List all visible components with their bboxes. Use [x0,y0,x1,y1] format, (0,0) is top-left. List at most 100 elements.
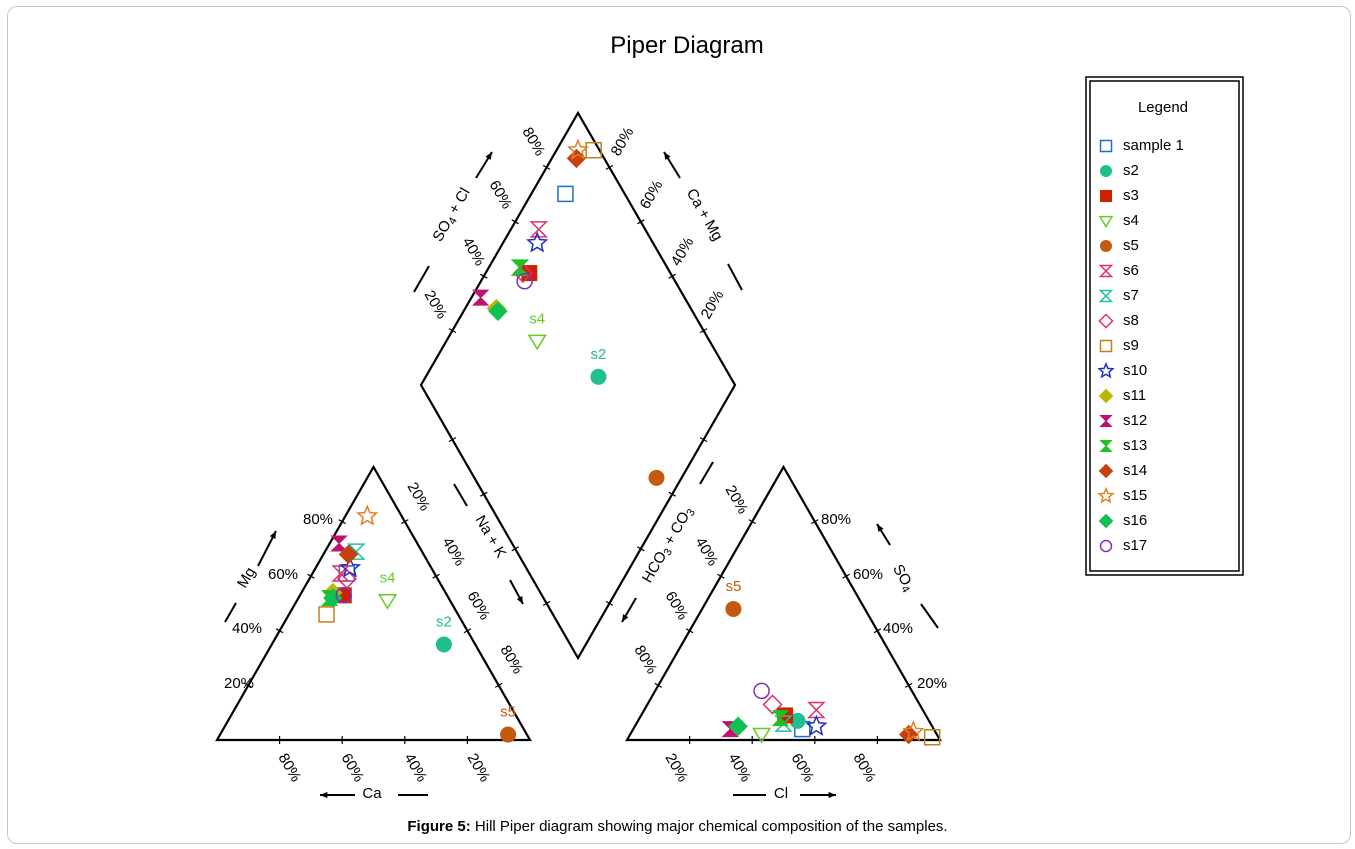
legend-marker-s7 [1098,289,1114,303]
point-s4-cation [377,594,398,610]
axis-tick [699,328,708,334]
legend-label-s7: s7 [1123,287,1139,304]
legend-title: Legend [1138,99,1188,116]
anion-so4-tick-label: 80% [821,511,851,528]
point-s12-cation [330,535,348,552]
point-s10-anion [805,714,828,736]
legend-marker-s6 [1098,264,1114,278]
legend-label-s8: s8 [1123,312,1139,329]
cation-mg-tick-label: 60% [268,566,298,583]
axis-tick [748,519,756,525]
cation-ca-tick-label: 80% [275,750,305,785]
axis-tick [873,628,882,634]
axis-tick [480,491,488,497]
point-s4-diamond [527,334,547,351]
legend-label-s4: s4 [1123,212,1139,229]
anion-cl-tick-label: 40% [725,750,755,785]
axis-arrow-hco3-head [622,614,629,622]
cation-triangle [215,464,532,742]
point-s10-cation [338,556,362,578]
legend-label-s3: s3 [1123,187,1139,204]
caption-text: Hill Piper diagram showing major chemica… [470,818,948,835]
legend-marker-s3 [1100,190,1112,202]
legend-label-s2: s2 [1123,162,1139,179]
axis-tick [637,219,645,225]
axis-tick [699,437,708,443]
diamond-camg-tick-label: 80% [608,124,638,159]
axis-arrow-camg [727,263,743,291]
axis-tick [811,519,819,525]
axis-arrow-nak-head [516,596,523,604]
point-s13-anion [771,710,790,727]
point-s2-diamond [590,368,607,385]
axis-tick [605,164,614,170]
diamond-camg-tick-label: 20% [698,287,728,322]
diamond-so4cl-tick-label: 60% [486,177,516,212]
point-s16-diamond [488,301,508,321]
point-s14-cation [338,544,359,565]
point-label-s2-diamond: s2 [590,346,606,363]
cation-mg-tick-label: 40% [232,620,262,637]
anion-so4-tick-label: 20% [917,675,947,692]
diamond-camg-tick-label: 40% [668,234,698,269]
axis-arrow-cl-head [828,791,836,799]
axis-tick [480,273,488,279]
axis-tick [637,546,645,552]
anion-left-tick-label: 40% [692,534,722,569]
chart-title: Piper Diagram [610,32,763,59]
point-s9-anion [923,729,941,746]
axis-arrow-ca-head [320,791,328,799]
point-label-s5-cation: s5 [500,704,516,721]
piper-points: s2 s2 s4 s4 s5 s5 [318,138,941,746]
diamond-so4cl-tick-label: 20% [421,287,451,322]
anion-left-tick-label: 20% [722,482,752,517]
legend-marker-s2 [1100,165,1112,177]
axis-tick [654,682,663,688]
axis-tick [668,491,676,497]
point-s5-anion [725,600,742,617]
axis-arrow-so4-head [877,524,884,532]
axis-label-so4: SO4 [887,561,917,595]
legend-frame-outer [1085,76,1244,576]
axis-tick [401,519,409,525]
legend-marker-s9 [1099,339,1113,353]
cation-ca-tick-label: 20% [464,750,494,785]
central-diamond [419,110,737,661]
point-s5-cation [500,726,517,743]
point-label-s4-diamond: s4 [529,310,545,327]
legend-frame-inner [1089,80,1240,572]
legend-label-s13: s13 [1123,437,1147,454]
piper-axes [215,110,942,744]
piper-axis-labels: 20%40%60%80%20%40%60%80%20%40%60%80% 20% 4… [224,124,947,801]
point-s17-cation [335,587,353,604]
axis-tick [904,682,913,688]
legend-marker-s4 [1098,215,1114,228]
legend-label-s15: s15 [1123,487,1147,504]
figure-caption: Figure 5: Hill Piper diagram showing maj… [0,818,1355,835]
axis-arrow-mg [224,602,237,623]
diamond-so4cl-tick-label: 40% [459,234,489,269]
legend-marker-s12 [1099,415,1113,427]
point-s15-diamond [566,138,590,160]
axis-tick [842,573,850,579]
cation-right-tick-label: 20% [404,479,434,514]
axis-arrow-so4cl-head [485,152,492,160]
axis-tick [307,573,315,579]
anion-left-tick-label: 60% [662,588,692,623]
legend-marker-s14 [1098,463,1114,479]
legend-marker-s5 [1100,240,1112,252]
legend-label-s9: s9 [1123,337,1139,354]
anion-so4-tick-label: 60% [853,566,883,583]
point-s4-anion [752,727,772,744]
point-s2-cation [435,636,452,653]
axis-tick [463,628,472,634]
cation-right-tick-label: 60% [464,588,494,623]
cation-ca-tick-label: 60% [338,750,368,785]
axis-label-hco3co3: HCO3 + CO3 [639,504,698,587]
diamond-so4cl-tick-label: 80% [519,124,549,159]
axis-tick [717,573,725,579]
legend-marker-s11 [1098,388,1114,404]
axis-tick [668,273,676,279]
anion-cl-tick-label: 80% [850,750,880,785]
legend-marker-s16 [1098,513,1114,529]
